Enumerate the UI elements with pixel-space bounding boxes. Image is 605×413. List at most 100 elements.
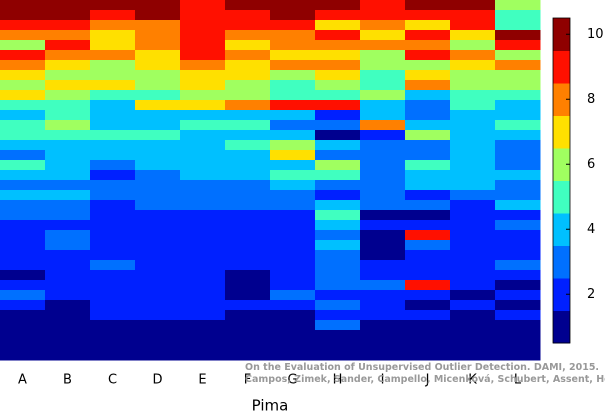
cell <box>180 60 226 71</box>
cell <box>90 60 136 71</box>
cell <box>0 0 46 11</box>
cell <box>315 250 361 261</box>
cell <box>135 350 181 361</box>
cell <box>135 10 181 21</box>
cell <box>180 170 226 181</box>
cell <box>180 150 226 161</box>
cell <box>45 90 91 101</box>
colorbar-tick-label: 4 <box>587 222 595 237</box>
cell <box>0 340 46 351</box>
cell <box>270 250 316 261</box>
colorbar-segment <box>553 50 570 84</box>
cell <box>90 80 136 91</box>
colorbar-tick-label: 6 <box>587 157 595 172</box>
cell <box>45 280 91 291</box>
cell <box>180 230 226 241</box>
cell <box>225 10 271 21</box>
cell <box>270 290 316 301</box>
cell <box>405 80 451 91</box>
cell <box>0 100 46 111</box>
cell <box>180 130 226 141</box>
cell <box>495 100 541 111</box>
cell <box>45 110 91 121</box>
cell <box>405 320 451 331</box>
cell <box>315 40 361 51</box>
cell <box>270 210 316 221</box>
cell <box>360 230 406 241</box>
cell <box>0 170 46 181</box>
cell <box>405 10 451 21</box>
cell <box>45 320 91 331</box>
x-tick-label: H <box>333 373 343 388</box>
cell <box>270 300 316 311</box>
cell <box>450 50 496 61</box>
cell <box>405 240 451 251</box>
cell <box>225 250 271 261</box>
cell <box>315 140 361 151</box>
cell <box>135 230 181 241</box>
cell <box>45 170 91 181</box>
cell <box>90 100 136 111</box>
cell <box>0 220 46 231</box>
cell <box>360 130 406 141</box>
cell <box>360 290 406 301</box>
cell <box>360 270 406 281</box>
cell <box>135 250 181 261</box>
cell <box>450 110 496 121</box>
cell <box>495 150 541 161</box>
cell <box>360 140 406 151</box>
cell <box>180 280 226 291</box>
cell <box>90 20 136 31</box>
cell <box>270 90 316 101</box>
colorbar-segment <box>553 180 570 214</box>
cell <box>135 210 181 221</box>
cell <box>495 120 541 131</box>
cell <box>270 20 316 31</box>
cell <box>180 350 226 361</box>
cell <box>90 130 136 141</box>
cell <box>135 170 181 181</box>
cell <box>450 130 496 141</box>
cell <box>405 280 451 291</box>
cell <box>315 200 361 211</box>
cell <box>360 170 406 181</box>
cell <box>405 190 451 201</box>
cell <box>315 300 361 311</box>
cell <box>180 160 226 171</box>
cell <box>450 70 496 81</box>
cell <box>180 310 226 321</box>
cell <box>450 120 496 131</box>
cell <box>135 240 181 251</box>
x-tick-label: D <box>152 373 162 388</box>
colorbar-frame <box>552 17 571 344</box>
cell <box>180 30 226 41</box>
cell <box>495 70 541 81</box>
colorbar-segment <box>553 83 570 116</box>
cell <box>225 150 271 161</box>
cell <box>405 260 451 271</box>
cell <box>450 270 496 281</box>
cell <box>180 240 226 251</box>
cell <box>405 250 451 261</box>
cell <box>360 160 406 171</box>
cell <box>495 270 541 281</box>
cell <box>45 50 91 61</box>
cell <box>405 20 451 31</box>
cell <box>315 350 361 361</box>
cell <box>270 10 316 21</box>
cell <box>90 330 136 341</box>
cell <box>45 330 91 341</box>
cell <box>135 60 181 71</box>
cell <box>225 300 271 311</box>
cell <box>450 180 496 191</box>
cell <box>180 140 226 151</box>
cell <box>405 170 451 181</box>
cell <box>450 320 496 331</box>
cell <box>495 180 541 191</box>
cell <box>0 140 46 151</box>
cell <box>0 280 46 291</box>
cell <box>360 260 406 271</box>
cell <box>225 100 271 111</box>
cell <box>270 40 316 51</box>
cell <box>225 60 271 71</box>
